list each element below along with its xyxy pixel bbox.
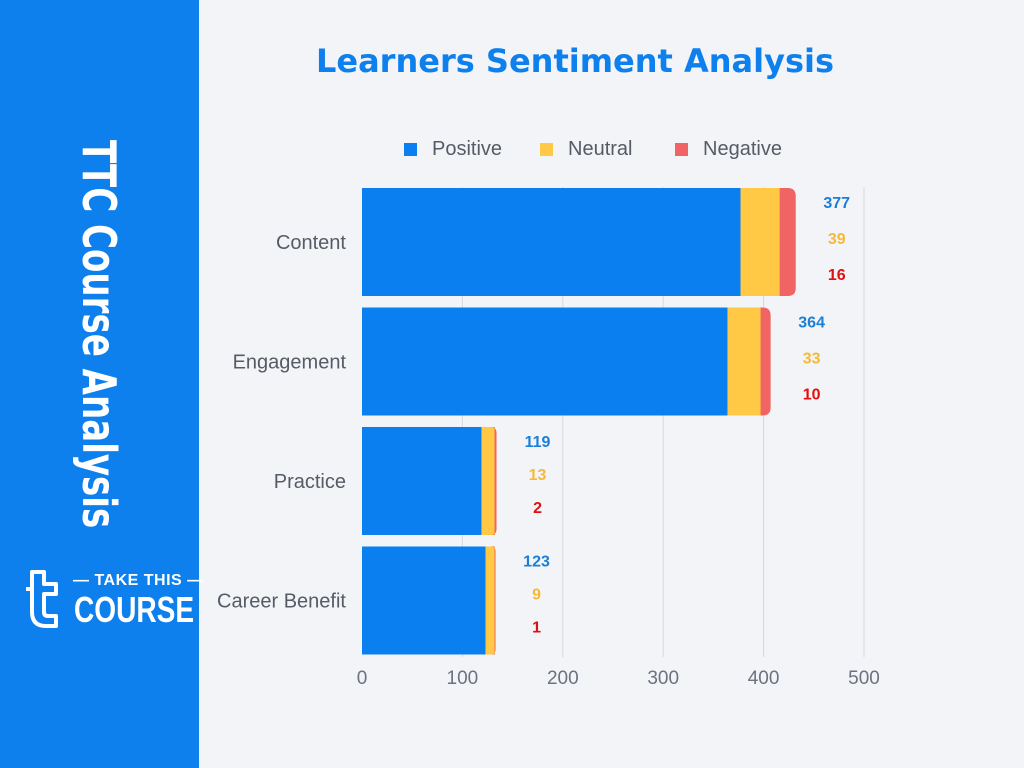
bar-segment-negative (760, 307, 771, 416)
data-label-neutral: 39 (828, 231, 846, 248)
x-tick-label: 0 (357, 668, 368, 689)
bar-segment-neutral (485, 546, 496, 655)
x-tick-label: 400 (748, 668, 780, 689)
data-label-positive: 377 (823, 195, 850, 212)
legend-label-neutral: Neutral (568, 138, 633, 160)
data-label-positive: 364 (798, 315, 825, 332)
data-label-neutral: 9 (532, 587, 541, 604)
data-label-negative: 16 (828, 267, 846, 284)
bar-segment-positive (362, 307, 728, 416)
bar-segment-negative (490, 427, 497, 535)
data-label-neutral: 33 (803, 351, 821, 368)
x-tick-label: 500 (848, 668, 880, 689)
category-label: Career Benefit (217, 591, 346, 613)
bar-segment-positive (362, 188, 742, 296)
legend-swatch-negative (675, 143, 688, 156)
x-tick-label: 100 (447, 668, 479, 689)
chart-title: Learners Sentiment Analysis (315, 42, 834, 80)
bar-segment-positive (362, 427, 482, 535)
legend-swatch-positive (404, 143, 417, 156)
data-label-neutral: 13 (529, 467, 547, 484)
data-label-negative: 2 (533, 500, 542, 517)
x-tick-label: 200 (547, 668, 579, 689)
logo-text-top: — TAKE THIS — (73, 572, 204, 589)
legend-label-negative: Negative (703, 138, 782, 160)
logo-text-bottom: COURSE (74, 589, 195, 630)
t-icon (26, 570, 58, 628)
bar-segment-negative (779, 188, 796, 296)
bar-segment-neutral (481, 427, 496, 535)
bar-segment-neutral (740, 188, 781, 296)
legend-swatch-neutral (540, 143, 553, 156)
category-label: Practice (274, 471, 346, 493)
bar-segment-negative (490, 546, 496, 655)
data-label-positive: 123 (523, 554, 550, 571)
take-this-course-logo: — TAKE THIS — COURSE (24, 568, 203, 632)
bar-segment-positive (362, 546, 486, 655)
data-label-negative: 10 (803, 387, 821, 404)
sidebar: TTC Course Analysis — TAKE THIS — COURSE (0, 0, 203, 768)
data-label-negative: 1 (532, 620, 541, 637)
bar-segment-neutral (727, 307, 762, 416)
x-tick-label: 300 (647, 668, 679, 689)
data-label-positive: 119 (525, 434, 551, 451)
category-label: Content (276, 232, 346, 254)
legend-label-positive: Positive (432, 138, 503, 160)
category-label: Engagement (233, 352, 347, 374)
